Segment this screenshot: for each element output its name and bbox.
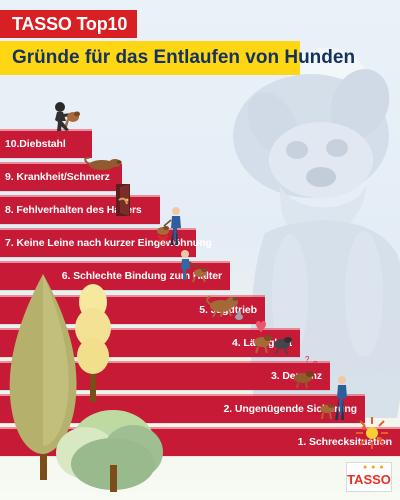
step-label: 9. Krankheit/Schmerz — [5, 171, 110, 183]
step-label: 10.Diebstahl — [5, 138, 66, 150]
dog-leash-icon — [157, 207, 181, 245]
owner-and-dog-icon — [320, 376, 347, 420]
thief-with-dog-icon — [55, 102, 80, 131]
step-10: 10.Diebstahl — [0, 129, 92, 158]
top-ten-label: TASSO Top10 — [0, 10, 138, 38]
dogs-heart-icon — [254, 321, 292, 355]
open-door-icon — [116, 184, 130, 216]
step-label: 1. Schrecksituation — [297, 436, 392, 448]
step-7: 7. Keine Leine nach kurzer Eingewöhnung — [0, 228, 212, 257]
rabbit-icon — [235, 311, 243, 320]
sick-dog-icon — [84, 156, 122, 170]
bush-icon — [56, 410, 163, 492]
svg-text:?: ? — [313, 360, 318, 369]
fireworks-icon — [356, 417, 388, 449]
step-9: 9. Krankheit/Schmerz — [0, 162, 122, 191]
owner-with-dog-icon — [181, 250, 207, 283]
tall-tree-icon — [9, 274, 77, 480]
confused-dog-icon: ? ? — [294, 355, 318, 389]
hunting-dog-icon — [206, 296, 238, 318]
tasso-logo: ● ● ● TASSO — [346, 462, 392, 492]
svg-text:?: ? — [305, 355, 310, 364]
page-title: Gründe für das Entlaufen von Hunden — [0, 41, 355, 75]
step-label: 6. Schlechte Bindung zum Halter — [61, 270, 222, 282]
paw-prints-icon: ● ● ● — [363, 464, 385, 471]
step-label: 8. Fehlverhalten des Halters — [5, 204, 142, 216]
logo-text: TASSO — [347, 472, 391, 487]
step-8: 8. Fehlverhalten des Halters — [0, 195, 160, 224]
yellow-tree-icon — [75, 284, 111, 402]
